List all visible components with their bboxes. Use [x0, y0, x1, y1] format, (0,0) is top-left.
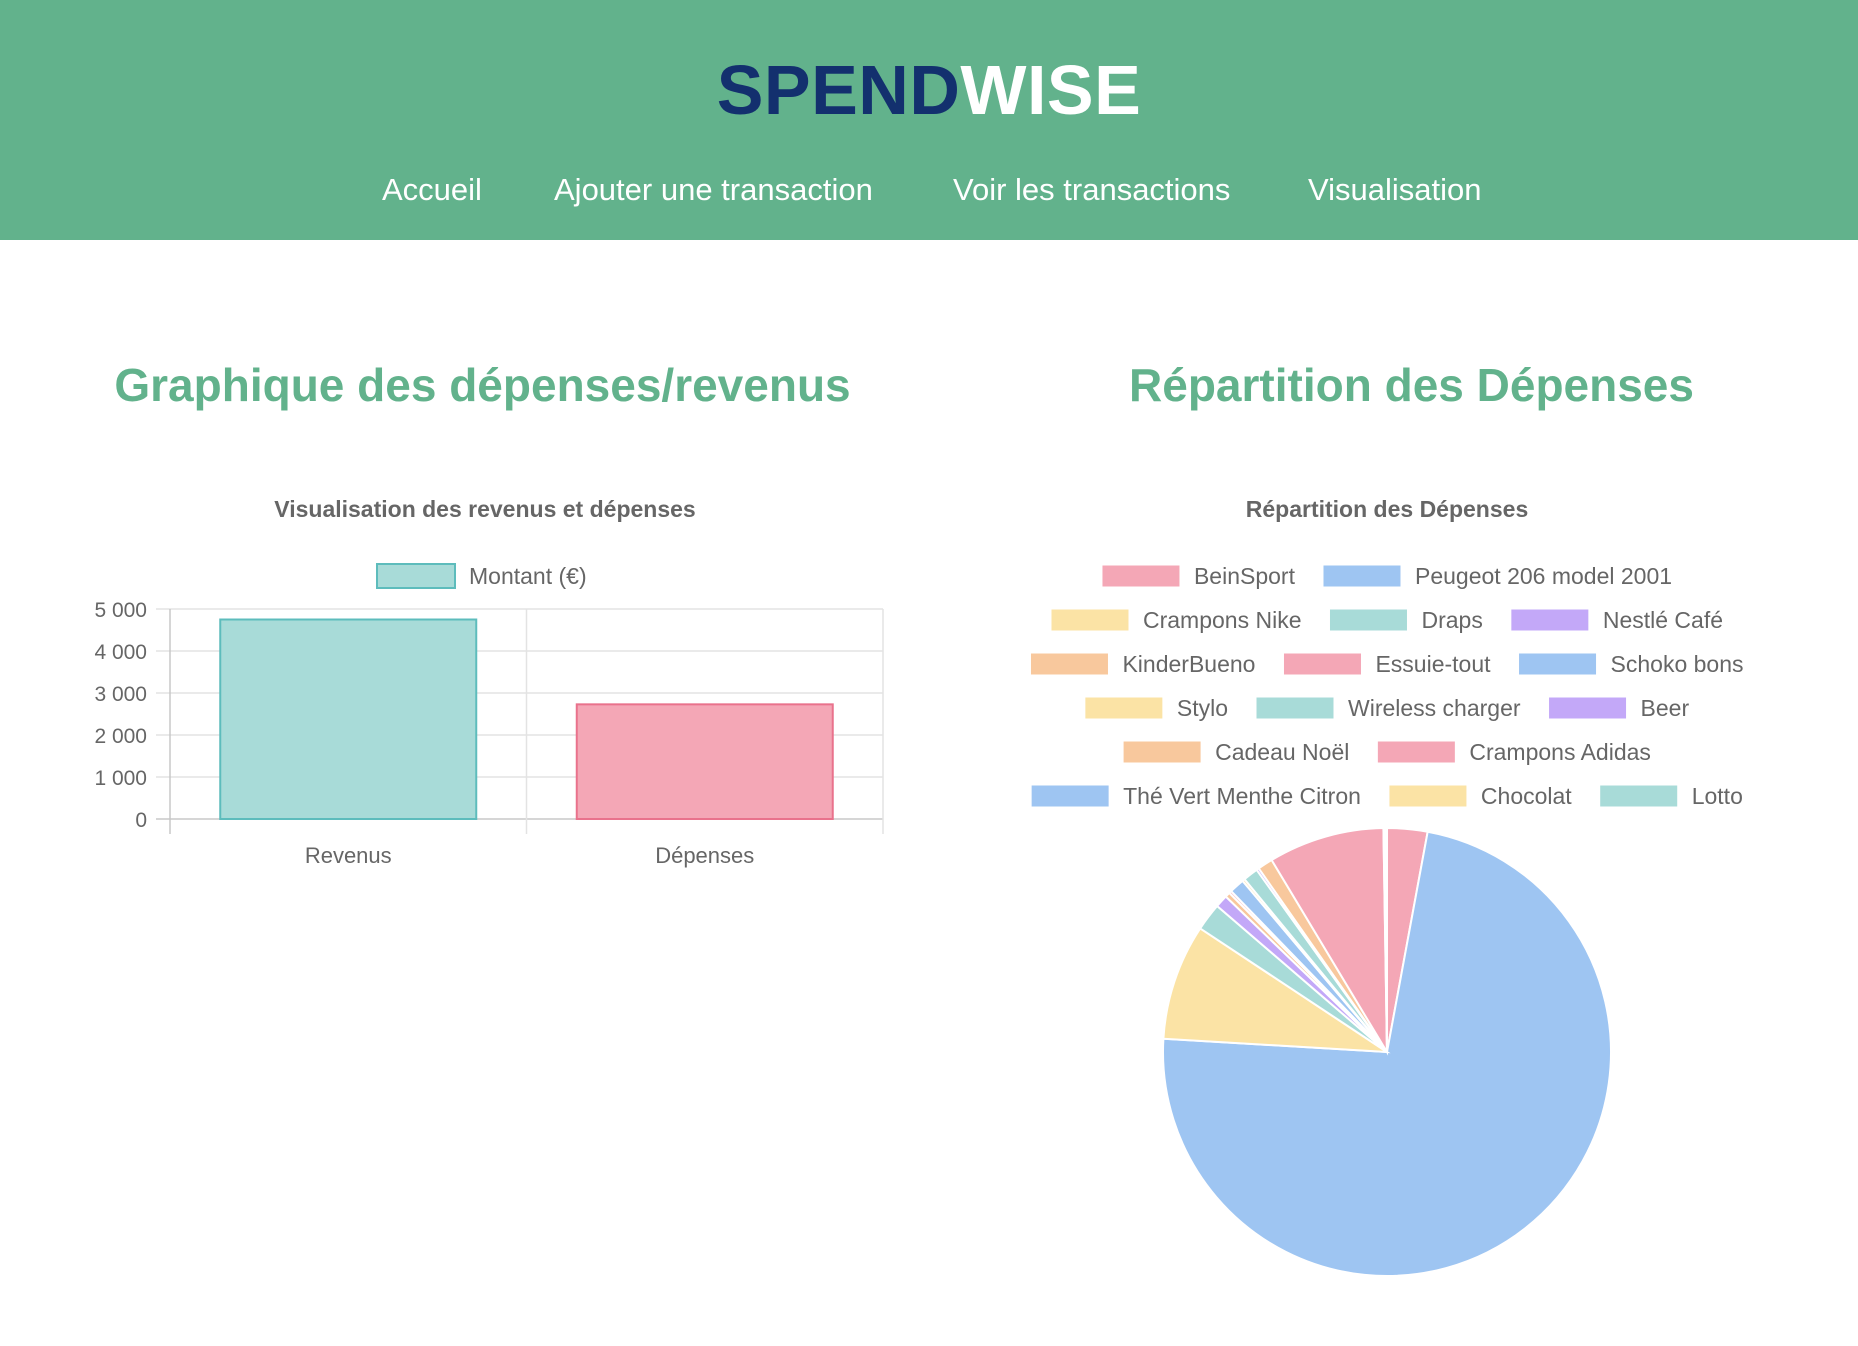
legend-swatch-14[interactable] [1388, 784, 1468, 808]
nav-link-visualisation[interactable]: Visualisation [1308, 172, 1482, 207]
header: SPENDWISE Accueil Ajouter une transactio… [0, 0, 1858, 240]
legend-label-1[interactable]: Peugeot 206 model 2001 [1415, 563, 1672, 589]
legend-label-14[interactable]: Chocolat [1481, 783, 1572, 809]
legend-label-8[interactable]: Stylo [1177, 695, 1228, 721]
legend-swatch-11[interactable] [1122, 740, 1202, 764]
brand-logo-part2: WISE [960, 51, 1142, 129]
legend-label-10[interactable]: Beer [1641, 695, 1690, 721]
section-heading-pie-chart: Répartition des Dépenses [1129, 359, 1694, 411]
legend-label-4[interactable]: Nestlé Café [1603, 607, 1723, 633]
pie-slice-2[interactable] [1162, 927, 1391, 1054]
legend-swatch-10[interactable] [1548, 696, 1628, 720]
legend-swatch-12[interactable] [1376, 740, 1456, 764]
legend-label-15[interactable]: Lotto [1692, 783, 1743, 809]
pie-chart-title: Répartition des Dépenses [1246, 496, 1528, 522]
legend-swatch-2[interactable] [1050, 608, 1130, 632]
nav-link-ajouter-transaction[interactable]: Ajouter une transaction [554, 172, 873, 207]
legend-label-9[interactable]: Wireless charger [1348, 695, 1521, 721]
legend-label-12[interactable]: Crampons Adidas [1469, 739, 1651, 765]
legend-swatch-1[interactable] [1322, 564, 1402, 588]
legend-label-11[interactable]: Cadeau Noël [1215, 739, 1349, 765]
legend-label-6[interactable]: Essuie-tout [1375, 651, 1491, 677]
legend-swatch-5[interactable] [1029, 652, 1109, 676]
legend-swatch-13[interactable] [1030, 784, 1110, 808]
brand-logo[interactable]: SPENDWISE [0, 50, 1858, 130]
pie-slice-15[interactable] [1384, 826, 1388, 1053]
legend-swatch-9[interactable] [1255, 696, 1335, 720]
legend-swatch-15[interactable] [1599, 784, 1679, 808]
legend-swatch-8[interactable] [1084, 696, 1164, 720]
nav-link-voir-transactions[interactable]: Voir les transactions [953, 172, 1231, 207]
legend-label-5[interactable]: KinderBueno [1122, 651, 1255, 677]
legend-swatch-6[interactable] [1282, 652, 1362, 676]
pie-slice-12[interactable] [1270, 827, 1389, 1056]
legend-label-2[interactable]: Crampons Nike [1143, 607, 1302, 633]
legend-swatch-7[interactable] [1518, 652, 1598, 676]
nav-link-accueil[interactable]: Accueil [382, 172, 482, 207]
brand-logo-part1: SPEND [716, 51, 961, 129]
legend-swatch-0[interactable] [1101, 564, 1181, 588]
legend-label-7[interactable]: Schoko bons [1611, 651, 1744, 677]
legend-swatch-4[interactable] [1510, 608, 1590, 632]
legend-swatch-3[interactable] [1328, 608, 1408, 632]
section-heading-bar-chart: Graphique des dépenses/revenus [114, 359, 851, 411]
legend-label-13[interactable]: Thé Vert Menthe Citron [1123, 783, 1361, 809]
legend-label-3[interactable]: Draps [1421, 607, 1482, 633]
legend-label-0[interactable]: BeinSport [1194, 563, 1296, 589]
main-nav: Accueil Ajouter une transaction Voir les… [0, 168, 1858, 212]
